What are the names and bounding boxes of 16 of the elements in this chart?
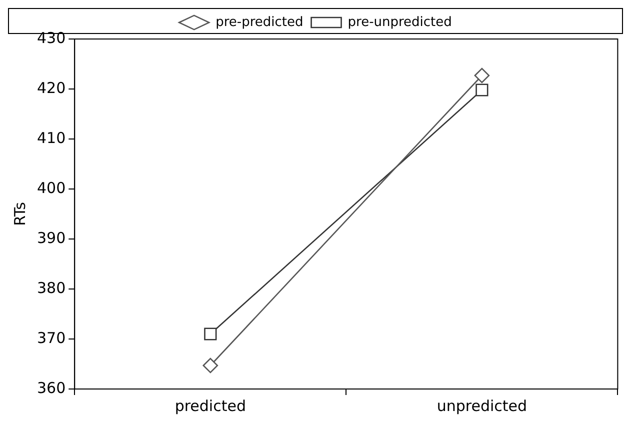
point [476, 84, 488, 96]
y-tick-label: 380 [36, 278, 66, 297]
legend-label: pre-predicted [216, 14, 304, 30]
point [474, 68, 490, 84]
x-tick-label: unpredicted [436, 396, 528, 415]
point [204, 328, 217, 340]
y-tick-label: 420 [36, 78, 66, 97]
legend-label: pre-unpredicted [348, 14, 452, 30]
y-tick-label: 370 [36, 328, 66, 347]
y-tick-label: 400 [36, 178, 66, 197]
x-tick-label: predicted [174, 396, 246, 415]
y-tick-label: 390 [36, 228, 66, 247]
y-tick-label: 410 [36, 128, 66, 147]
point [202, 358, 218, 374]
y-tick-label: 360 [36, 378, 66, 397]
y-axis-title: RTs [10, 202, 29, 226]
